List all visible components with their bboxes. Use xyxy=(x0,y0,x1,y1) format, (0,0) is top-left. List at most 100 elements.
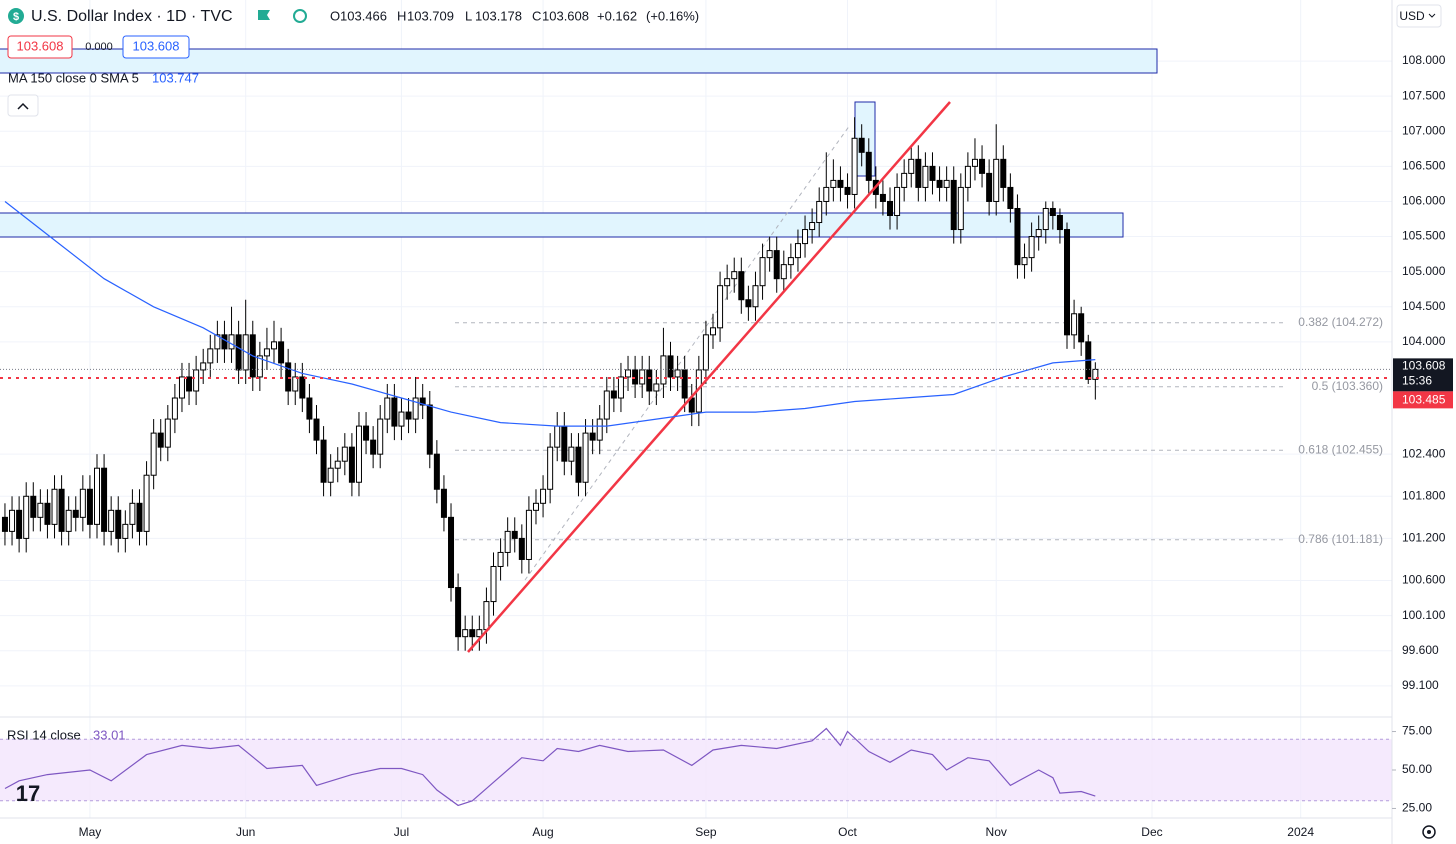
candle-body xyxy=(348,446,355,483)
change-percent: (+0.16%) xyxy=(646,8,699,23)
candle-body xyxy=(794,243,801,259)
candle-body xyxy=(766,250,773,259)
x-tick-label: 2024 xyxy=(1287,825,1314,839)
logo: 17 xyxy=(16,781,40,806)
candle-body xyxy=(936,179,943,188)
bid-price: 103.608 xyxy=(17,38,64,53)
candle-body xyxy=(320,439,327,483)
candle-body xyxy=(950,179,957,231)
candle-body xyxy=(986,172,993,202)
candle-body xyxy=(908,158,915,174)
x-tick-label: Dec xyxy=(1141,825,1162,839)
candle-body xyxy=(419,397,426,406)
candle-body xyxy=(193,369,200,392)
candle-body xyxy=(313,418,320,441)
candle-body xyxy=(412,397,419,420)
candle-body xyxy=(228,334,235,350)
candle-body xyxy=(625,369,632,378)
symbol-icon xyxy=(8,8,24,24)
candle-body xyxy=(363,425,370,441)
candle-body xyxy=(1021,257,1028,266)
rsi-tick-label: 50.00 xyxy=(1402,762,1432,776)
candle-body xyxy=(879,193,886,202)
candle-body xyxy=(554,425,561,448)
candle-body xyxy=(603,390,610,420)
candle-body xyxy=(101,467,108,532)
candle-body xyxy=(957,186,964,231)
candle-body xyxy=(532,502,539,511)
y-tick-label: 105.000 xyxy=(1402,264,1446,278)
hline-price-box xyxy=(1393,391,1453,409)
candle-body xyxy=(1071,313,1078,336)
candle-body xyxy=(865,151,872,181)
candle-body xyxy=(462,629,469,638)
currency-label: USD xyxy=(1399,9,1425,23)
ma-label: MA 150 close 0 SMA 5 xyxy=(8,70,139,85)
candle-body xyxy=(306,397,313,420)
candle-body xyxy=(129,502,136,525)
y-tick-label: 100.600 xyxy=(1402,573,1446,587)
candle-body xyxy=(929,165,936,181)
axes-layer: 108.000 107.500 107.000 106.500 106.000 105.5… xyxy=(79,53,1453,839)
y-tick-label: 101.200 xyxy=(1402,531,1446,545)
fib-label: 0.786 (101.181) xyxy=(1298,532,1383,546)
candle-body xyxy=(115,509,122,539)
candle-body xyxy=(370,439,377,455)
ohlc-value: 103.178 xyxy=(475,8,522,23)
candle-body xyxy=(979,158,986,174)
candle-body xyxy=(58,488,65,532)
candle-body xyxy=(993,158,1000,202)
candle-body xyxy=(122,523,129,539)
spread: 0.000 xyxy=(85,41,113,53)
candle-body xyxy=(157,432,164,448)
bid-box xyxy=(7,35,73,59)
x-tick-label: Sep xyxy=(695,825,717,839)
rsi-tick-label: 25.00 xyxy=(1402,801,1432,815)
current-price-label: 103.608 xyxy=(1402,359,1446,373)
ohlc-value: 103.709 xyxy=(407,8,454,23)
candle-body xyxy=(271,341,278,350)
candle-body xyxy=(738,271,745,301)
candle-body xyxy=(469,629,476,638)
candle-body xyxy=(547,446,554,490)
candle-body xyxy=(752,285,759,308)
y-tick-label: 107.000 xyxy=(1402,123,1446,137)
candle-body xyxy=(540,488,547,504)
candle-body xyxy=(887,200,894,217)
candle-body xyxy=(702,334,709,371)
candle-body xyxy=(355,425,362,483)
ohlc-key: H xyxy=(397,8,406,23)
candle-body xyxy=(561,425,568,462)
candle-body xyxy=(894,186,901,217)
candle-body xyxy=(660,355,667,385)
currency-button[interactable] xyxy=(1396,4,1442,28)
candle-body xyxy=(681,369,688,399)
candle-body xyxy=(511,530,518,539)
candle-body xyxy=(1000,158,1007,188)
candle-body xyxy=(37,502,44,518)
candle-body xyxy=(79,488,86,518)
candle-body xyxy=(816,200,823,224)
candle-body xyxy=(901,172,908,188)
candle-body xyxy=(476,629,483,638)
candle-body xyxy=(802,229,809,245)
candle-body xyxy=(171,397,178,420)
candle-body xyxy=(759,257,766,287)
candle-body xyxy=(256,355,263,378)
x-tick-label: Nov xyxy=(986,825,1007,839)
candle-body xyxy=(915,158,922,188)
candle-body xyxy=(745,299,752,308)
y-tick-label: 106.500 xyxy=(1402,159,1446,173)
fib-label: 0.382 (104.272) xyxy=(1298,315,1383,329)
y-tick-label: 101.800 xyxy=(1402,488,1446,502)
settings-icon[interactable] xyxy=(1422,825,1436,839)
candle-body xyxy=(455,587,462,638)
current-price-box xyxy=(1393,358,1453,392)
candle-body xyxy=(943,179,950,188)
candle-body xyxy=(341,446,348,462)
candle-body xyxy=(30,495,37,518)
zone-rectangle xyxy=(0,48,1158,74)
candle-body xyxy=(221,334,228,350)
collapse-button[interactable] xyxy=(7,94,39,117)
